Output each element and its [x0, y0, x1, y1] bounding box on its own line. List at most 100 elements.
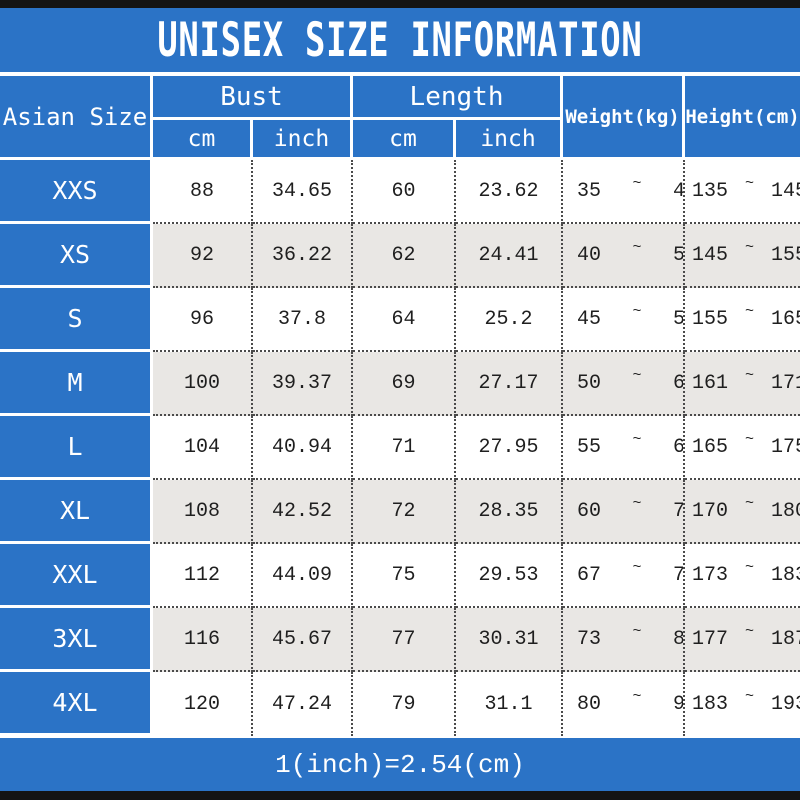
weight-min: 80 [577, 692, 602, 716]
size-table: Asian Size Bust Length Weight(kg) Height… [0, 76, 800, 736]
height-max: 187 [770, 627, 800, 651]
height-min: 145 [692, 243, 729, 267]
height-range-value: 177 ~187 [685, 608, 800, 672]
table-row: L 104 40.94 71 27.95 55 ~65 165 ~175 [0, 416, 800, 480]
length-cm-value: 64 [353, 288, 456, 352]
height-range-value: 165 ~175 [685, 416, 800, 480]
weight-min: 45 [577, 307, 602, 331]
table-row: M 100 39.37 69 27.17 50 ~60 161 ~171 [0, 352, 800, 416]
weight-max: 60 [672, 371, 685, 395]
table-row: XXS 88 34.65 60 23.62 35 ~45 135 ~145 [0, 160, 800, 224]
column-header-asian-size: Asian Size [0, 76, 153, 160]
height-max: 180 [770, 499, 800, 523]
weight-range-value: 50 ~60 [563, 352, 686, 416]
table-row: XL 108 42.52 72 28.35 60 ~70 170 ~180 [0, 480, 800, 544]
weight-range-value: 80 ~90 [563, 672, 686, 736]
bust-inch-value: 37.8 [253, 288, 353, 352]
tilde-symbol: ~ [745, 494, 755, 512]
header-sub-row: cm inch cm inch [0, 120, 800, 160]
tilde-symbol: ~ [745, 366, 755, 384]
weight-range-value: 40 ~50 [563, 224, 686, 288]
height-min: 177 [692, 627, 729, 651]
length-inch-value: 27.17 [456, 352, 564, 416]
top-black-bar [0, 0, 800, 8]
conversion-note: 1(inch)=2.54(cm) [275, 749, 525, 780]
weight-range-value: 67 ~77 [563, 544, 686, 608]
height-range-value: 183 ~193 [685, 672, 800, 736]
height-range-value: 170 ~180 [685, 480, 800, 544]
bust-inch-value: 40.94 [253, 416, 353, 480]
tilde-symbol: ~ [745, 302, 755, 320]
weight-max: 83 [672, 627, 685, 651]
weight-min: 73 [577, 627, 602, 651]
length-inch-value: 30.31 [456, 608, 564, 672]
length-inch-value: 31.1 [456, 672, 564, 736]
length-inch-value: 23.62 [456, 160, 564, 224]
tilde-symbol: ~ [632, 687, 642, 705]
bust-cm-value: 104 [153, 416, 253, 480]
table-row: XXL 112 44.09 75 29.53 67 ~77 173 ~183 [0, 544, 800, 608]
header-group-row: Asian Size Bust Length Weight(kg) Height… [0, 76, 800, 160]
size-label: XXS [0, 160, 153, 224]
table-row: XS 92 36.22 62 24.41 40 ~50 145 ~155 [0, 224, 800, 288]
height-range-value: 161 ~171 [685, 352, 800, 416]
subheader-length-cm: cm [353, 120, 456, 160]
length-cm-value: 77 [353, 608, 456, 672]
column-header-weight: Weight(kg) [563, 76, 686, 160]
weight-min: 35 [577, 179, 602, 203]
weight-range-value: 73 ~83 [563, 608, 686, 672]
length-cm-value: 71 [353, 416, 456, 480]
table-row: 3XL 116 45.67 77 30.31 73 ~83 177 ~187 [0, 608, 800, 672]
weight-range-value: 35 ~45 [563, 160, 686, 224]
height-max: 145 [770, 179, 800, 203]
height-max: 155 [770, 243, 800, 267]
tilde-symbol: ~ [745, 558, 755, 576]
tilde-symbol: ~ [632, 430, 642, 448]
size-label: 3XL [0, 608, 153, 672]
length-cm-value: 79 [353, 672, 456, 736]
weight-range-value: 55 ~65 [563, 416, 686, 480]
tilde-symbol: ~ [745, 174, 755, 192]
height-min: 161 [692, 371, 729, 395]
bust-cm-value: 100 [153, 352, 253, 416]
size-label: XL [0, 480, 153, 544]
length-inch-value: 28.35 [456, 480, 564, 544]
tilde-symbol: ~ [745, 622, 755, 640]
bust-cm-value: 116 [153, 608, 253, 672]
weight-max: 45 [672, 179, 685, 203]
weight-max: 77 [672, 563, 685, 587]
bust-inch-value: 44.09 [253, 544, 353, 608]
tilde-symbol: ~ [632, 302, 642, 320]
length-cm-value: 72 [353, 480, 456, 544]
size-label: L [0, 416, 153, 480]
subheader-length-inch: inch [456, 120, 564, 160]
tilde-symbol: ~ [632, 174, 642, 192]
bust-cm-value: 92 [153, 224, 253, 288]
length-inch-value: 24.41 [456, 224, 564, 288]
height-max: 175 [770, 435, 800, 459]
tilde-symbol: ~ [632, 238, 642, 256]
tilde-symbol: ~ [745, 238, 755, 256]
weight-range-value: 45 ~55 [563, 288, 686, 352]
weight-range-value: 60 ~70 [563, 480, 686, 544]
bust-cm-value: 96 [153, 288, 253, 352]
length-inch-value: 25.2 [456, 288, 564, 352]
length-inch-value: 29.53 [456, 544, 564, 608]
bust-cm-value: 88 [153, 160, 253, 224]
weight-max: 50 [672, 243, 685, 267]
bottom-black-bar [0, 791, 800, 800]
height-range-value: 173 ~183 [685, 544, 800, 608]
tilde-symbol: ~ [632, 622, 642, 640]
weight-min: 40 [577, 243, 602, 267]
weight-max: 55 [672, 307, 685, 331]
bust-inch-value: 36.22 [253, 224, 353, 288]
bust-inch-value: 42.52 [253, 480, 353, 544]
tilde-symbol: ~ [632, 366, 642, 384]
bust-cm-value: 112 [153, 544, 253, 608]
tilde-symbol: ~ [632, 558, 642, 576]
bust-inch-value: 39.37 [253, 352, 353, 416]
tilde-symbol: ~ [632, 494, 642, 512]
table-row: S 96 37.8 64 25.2 45 ~55 155 ~165 [0, 288, 800, 352]
weight-min: 50 [577, 371, 602, 395]
length-cm-value: 75 [353, 544, 456, 608]
